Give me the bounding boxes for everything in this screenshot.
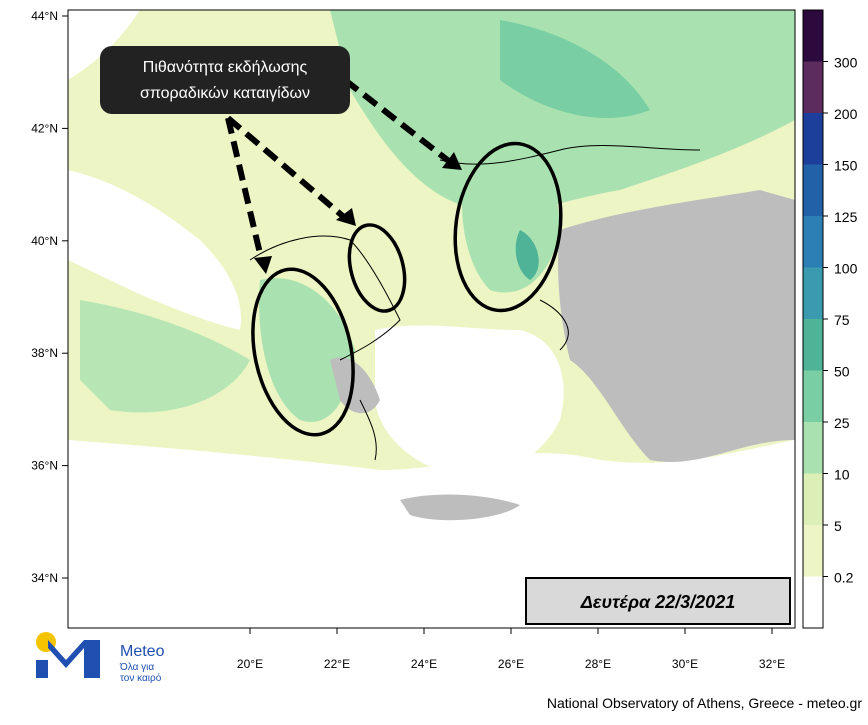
logo-mark xyxy=(48,640,100,678)
lat-labels: 44°N 42°N 40°N 38°N 36°N 34°N xyxy=(31,9,68,585)
lon-label: 20°E xyxy=(237,657,263,671)
logo-tagline: τον καιρό xyxy=(120,672,162,684)
colorbar-label: 0.2 xyxy=(834,570,854,586)
colorbar-segment xyxy=(803,113,823,165)
logo-tagline: Όλα για xyxy=(119,662,154,673)
annotation-line: σποραδικών καταιγίδων xyxy=(140,85,310,102)
footer: National Observatory of Athens, Greece -… xyxy=(547,695,862,711)
lon-label: 26°E xyxy=(498,657,524,671)
colorbar-segment xyxy=(803,473,823,525)
lat-label: 34°N xyxy=(31,571,58,585)
colorbar-label: 50 xyxy=(834,364,850,380)
colorbar-label: 10 xyxy=(834,467,850,483)
colorbar-label: 200 xyxy=(834,106,858,122)
colorbar-label: 5 xyxy=(834,518,842,534)
colorbar-segment xyxy=(803,10,823,62)
lat-label: 36°N xyxy=(31,459,58,473)
lon-label: 28°E xyxy=(585,657,611,671)
colorbar-segment xyxy=(803,61,823,113)
logo-mark xyxy=(36,660,48,678)
lon-label: 24°E xyxy=(411,657,437,671)
colorbar-segment xyxy=(803,525,823,577)
colorbar-label: 150 xyxy=(834,158,858,174)
lon-labels: 20°E 22°E 24°E 26°E 28°E 30°E 32°E xyxy=(237,628,785,671)
colorbar-label: 75 xyxy=(834,312,850,328)
date-label: Δευτέρα 22/3/2021 xyxy=(580,592,735,612)
colorbar-label: 125 xyxy=(834,209,858,225)
lat-label: 38°N xyxy=(31,346,58,360)
annotation-box xyxy=(100,46,350,114)
logo-name: Meteo xyxy=(120,643,165,660)
lon-label: 32°E xyxy=(759,657,785,671)
lon-label: 22°E xyxy=(324,657,350,671)
colorbar-segment xyxy=(803,267,823,319)
lat-label: 42°N xyxy=(31,121,58,135)
lat-label: 44°N xyxy=(31,9,58,23)
lon-label: 30°E xyxy=(672,657,698,671)
colorbar-segment xyxy=(803,576,823,628)
lat-label: 40°N xyxy=(31,234,58,248)
colorbar-segment xyxy=(803,216,823,268)
colorbar-label: 100 xyxy=(834,261,858,277)
colorbar-label: 300 xyxy=(834,55,858,71)
colorbar-segment xyxy=(803,370,823,422)
colorbar-segment xyxy=(803,164,823,216)
colorbar-segment xyxy=(803,422,823,474)
colorbar-label: 25 xyxy=(834,415,850,431)
date-box xyxy=(525,577,791,625)
annotation-line: Πιθανότητα εκδήλωσης xyxy=(143,59,308,76)
colorbar-segment xyxy=(803,319,823,371)
colorbar: 0.2 5 10 25 50 75 100 125 150 200 300 xyxy=(802,9,858,629)
